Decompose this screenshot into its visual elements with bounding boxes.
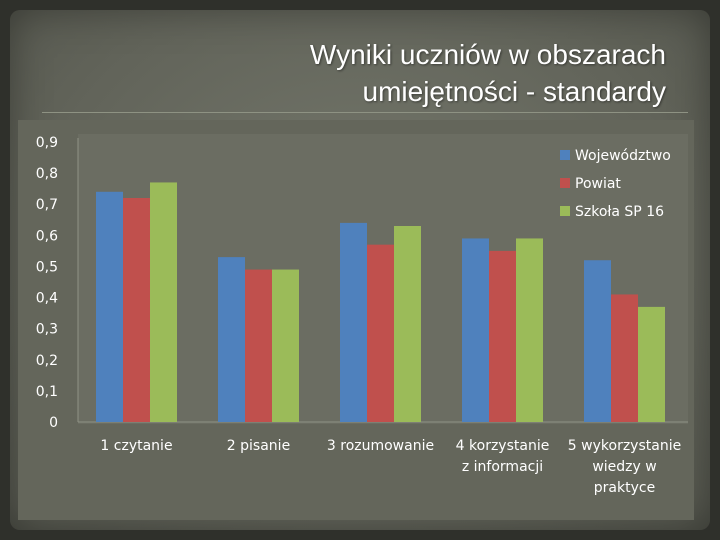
y-tick-label: 0,8: [36, 166, 58, 182]
bar-1-2: [218, 257, 245, 422]
slide-title: Wyniki uczniów w obszarach umiejętności …: [146, 36, 666, 110]
y-tick-label: 0,2: [36, 353, 58, 369]
x-tick-label: wiedzy w: [592, 459, 656, 475]
bar-3-1: [150, 182, 177, 422]
y-tick-label: 0,6: [36, 228, 58, 244]
bar-chart: 0 0,1 0,2 0,3 0,4 0,5 0,6 0,7 0,8 0,9 1 czytanie 2 …: [36, 134, 688, 496]
x-tick-label: z informacji: [462, 459, 543, 475]
y-tick-label: 0,5: [36, 259, 58, 275]
legend-label-3: Szkoła SP 16: [575, 204, 664, 220]
legend-swatch-2: [560, 178, 570, 188]
bar-3-4: [516, 238, 543, 422]
bar-1-1: [96, 191, 123, 422]
x-tick-label: 3 rozumowanie: [327, 438, 434, 454]
chart-area: 0 0,1 0,2 0,3 0,4 0,5 0,6 0,7 0,8 0,9 1 czytanie 2 …: [18, 120, 694, 520]
bar-2-2: [245, 269, 272, 422]
x-tick-label: praktyce: [594, 480, 655, 496]
x-tick-label: 2 pisanie: [227, 438, 290, 454]
slide-title-line-1: Wyniki uczniów w obszarach: [309, 39, 666, 70]
title-divider: [42, 112, 688, 113]
x-tick-label: 5 wykorzystanie: [568, 438, 681, 454]
y-tick-label: 0,9: [36, 135, 58, 151]
legend-swatch-1: [560, 150, 570, 160]
bar-2-1: [123, 198, 150, 422]
bar-1-5: [584, 260, 611, 422]
bar-3-2: [272, 269, 299, 422]
bar-2-4: [489, 250, 516, 422]
bar-1-4: [462, 238, 489, 422]
legend-label-2: Powiat: [575, 176, 621, 192]
bar-2-5: [611, 294, 638, 422]
y-tick-label: 0,3: [36, 322, 58, 338]
bar-1-3: [340, 222, 367, 422]
y-tick-label: 0,4: [36, 291, 58, 307]
y-tick-label: 0,1: [36, 384, 58, 400]
slide-title-line-2: umiejętności - standardy: [362, 76, 666, 107]
x-tick-label: 1 czytanie: [100, 438, 172, 454]
legend-label-1: Województwo: [575, 148, 671, 164]
bar-3-3: [394, 226, 421, 422]
y-tick-label: 0,7: [36, 197, 58, 213]
legend-swatch-3: [560, 206, 570, 216]
bar-2-3: [367, 244, 394, 422]
y-tick-label: 0: [49, 415, 58, 431]
bar-3-5: [638, 306, 665, 422]
x-tick-label: 4 korzystanie: [456, 438, 550, 454]
